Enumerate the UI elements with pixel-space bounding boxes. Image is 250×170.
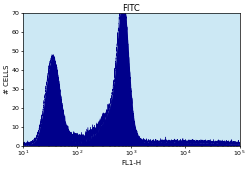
Title: FITC: FITC bbox=[122, 4, 140, 13]
X-axis label: FL1-H: FL1-H bbox=[121, 160, 141, 166]
Y-axis label: # CELLS: # CELLS bbox=[4, 65, 10, 94]
